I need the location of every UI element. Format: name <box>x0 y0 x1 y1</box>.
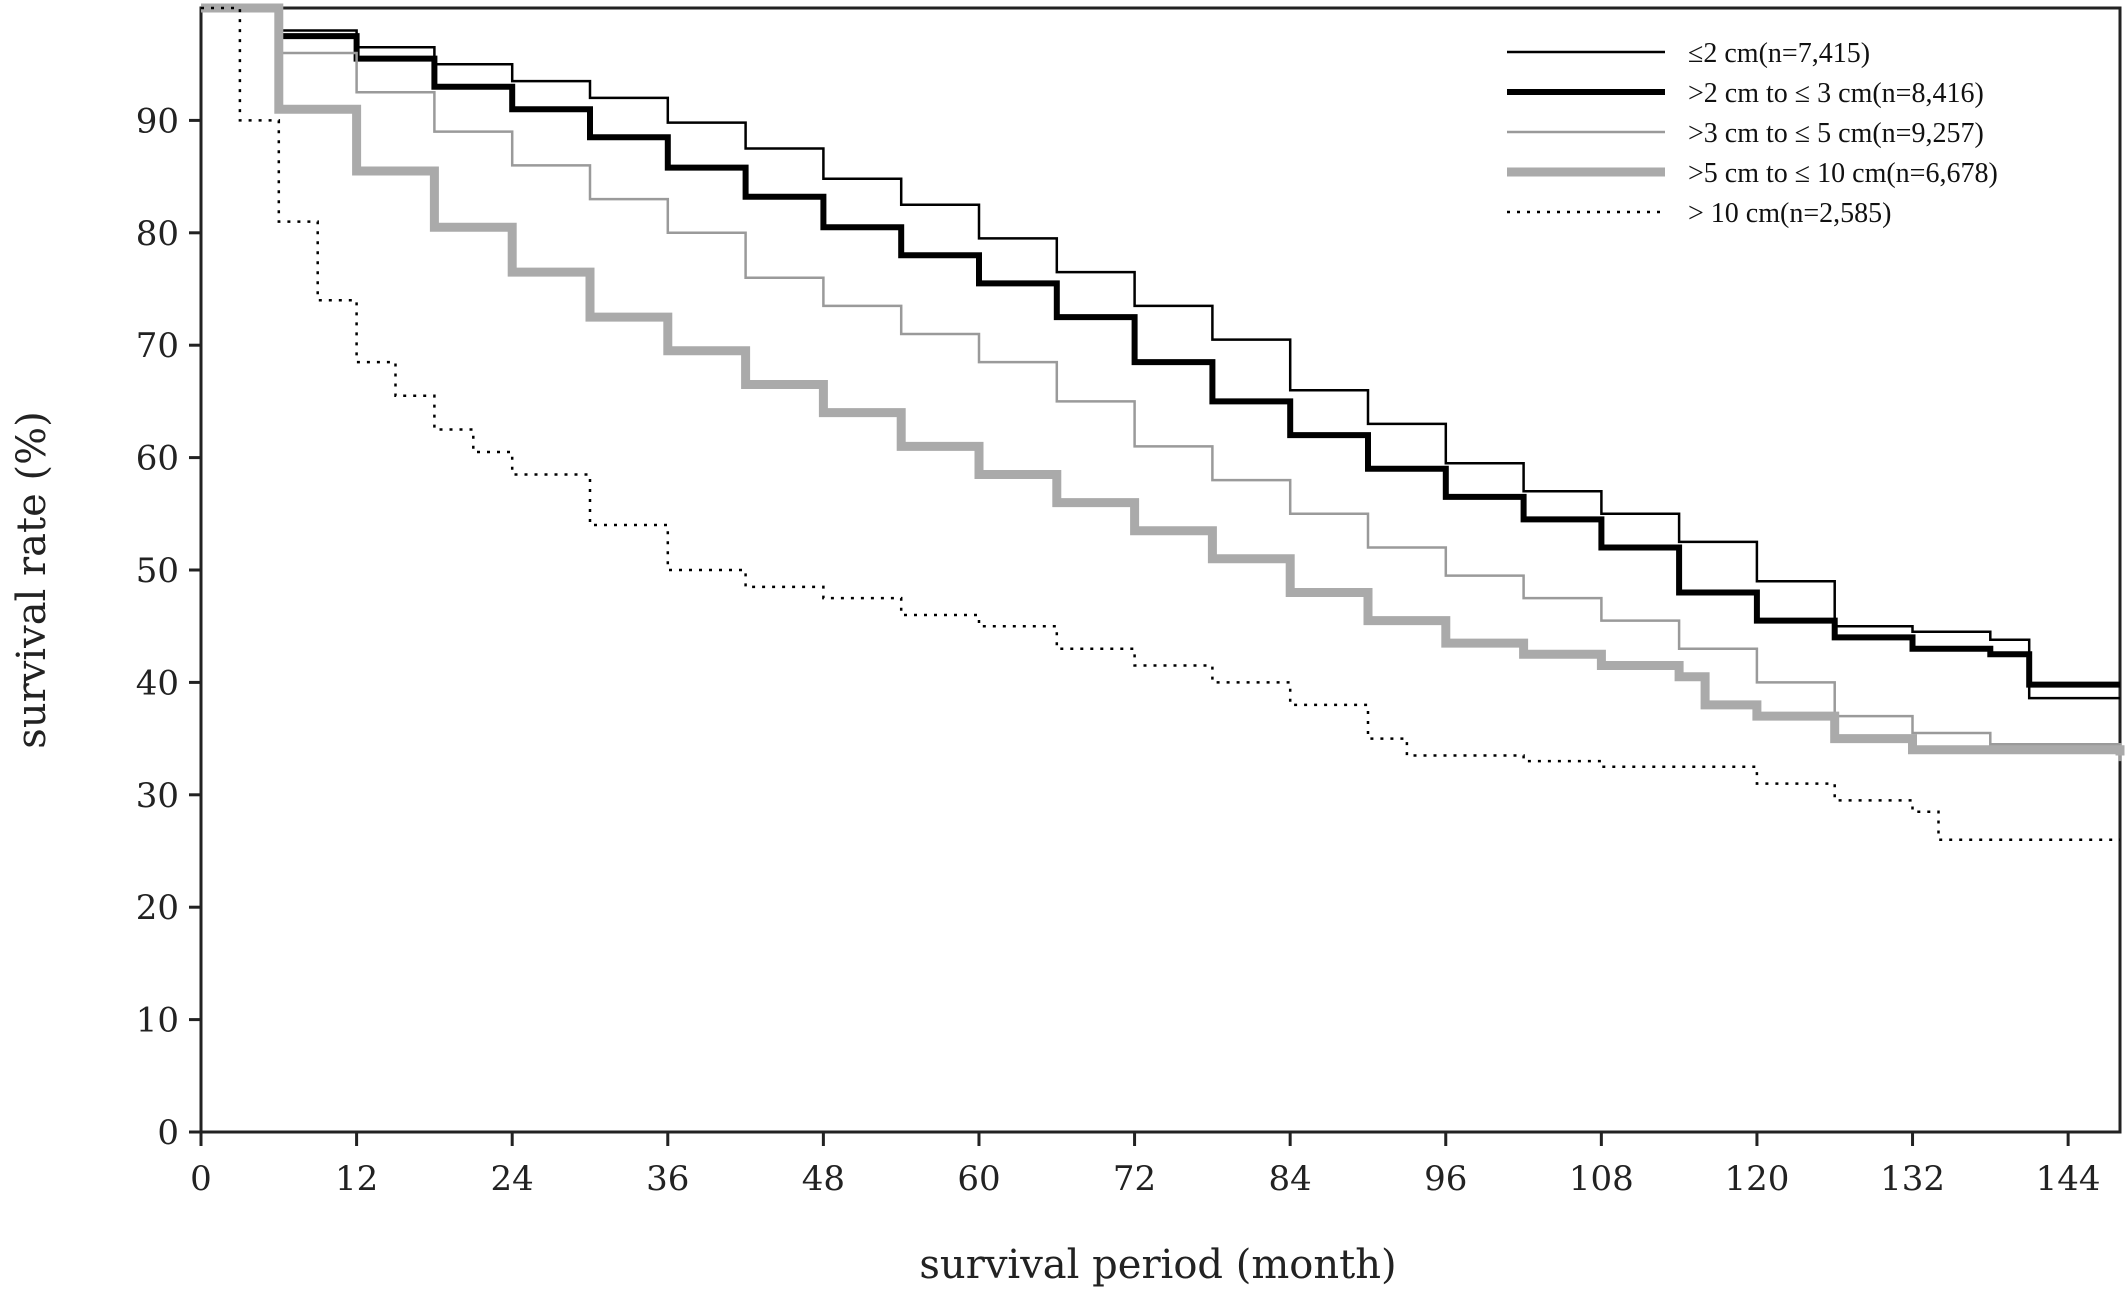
series-line-4 <box>201 3 2125 756</box>
x-tick-label: 72 <box>1113 1159 1156 1199</box>
y-tick-label: 60 <box>136 439 179 479</box>
y-tick-label: 0 <box>157 1113 179 1153</box>
x-tick-label: 120 <box>1724 1159 1789 1199</box>
x-axis-label: survival period (month) <box>919 1242 1396 1288</box>
x-axis-ticks: 0 12 24 36 48 60 72 84 96 108 120 132 144 <box>190 1132 2101 1199</box>
y-tick-label: 90 <box>136 101 179 141</box>
y-tick-label: 80 <box>136 214 179 254</box>
x-tick-label: 144 <box>2036 1159 2101 1199</box>
x-tick-label: 24 <box>491 1159 534 1199</box>
y-tick-label: 30 <box>136 776 179 816</box>
x-tick-label: 60 <box>957 1159 1000 1199</box>
series-line-2 <box>201 5 2120 688</box>
y-tick-label: 70 <box>136 326 179 366</box>
legend-label-2: >2 cm to ≤ 3 cm(n=8,416) <box>1688 78 1984 109</box>
y-tick-label: 50 <box>136 551 179 591</box>
y-tick-label: 20 <box>136 888 179 928</box>
series-layer <box>201 3 2125 842</box>
x-tick-label: 36 <box>646 1159 689 1199</box>
y-axis-label: survival rate (%) <box>9 411 55 748</box>
x-tick-label: 12 <box>335 1159 378 1199</box>
y-tick-label: 10 <box>136 1001 179 1041</box>
y-axis-ticks: 0 10 20 30 40 50 60 70 80 90 <box>136 101 201 1153</box>
x-tick-label: 132 <box>1880 1159 1945 1199</box>
x-tick-label: 48 <box>802 1159 845 1199</box>
y-tick-label: 40 <box>136 663 179 703</box>
x-tick-label: 0 <box>190 1159 212 1199</box>
series-line-1 <box>201 6 2120 700</box>
series-line-3 <box>201 6 2122 762</box>
legend-label-5: > 10 cm(n=2,585) <box>1688 198 1891 229</box>
x-tick-label: 108 <box>1569 1159 1634 1199</box>
legend-label-1: ≤2 cm(n=7,415) <box>1688 38 1870 69</box>
series-line-5 <box>201 6 2120 842</box>
x-tick-label: 84 <box>1269 1159 1312 1199</box>
legend-label-4: >5 cm to ≤ 10 cm(n=6,678) <box>1688 158 1998 189</box>
legend: ≤2 cm(n=7,415) >2 cm to ≤ 3 cm(n=8,416) >3… <box>1507 38 1998 229</box>
legend-label-3: >3 cm to ≤ 5 cm(n=9,257) <box>1688 118 1984 149</box>
x-tick-label: 96 <box>1424 1159 1467 1199</box>
